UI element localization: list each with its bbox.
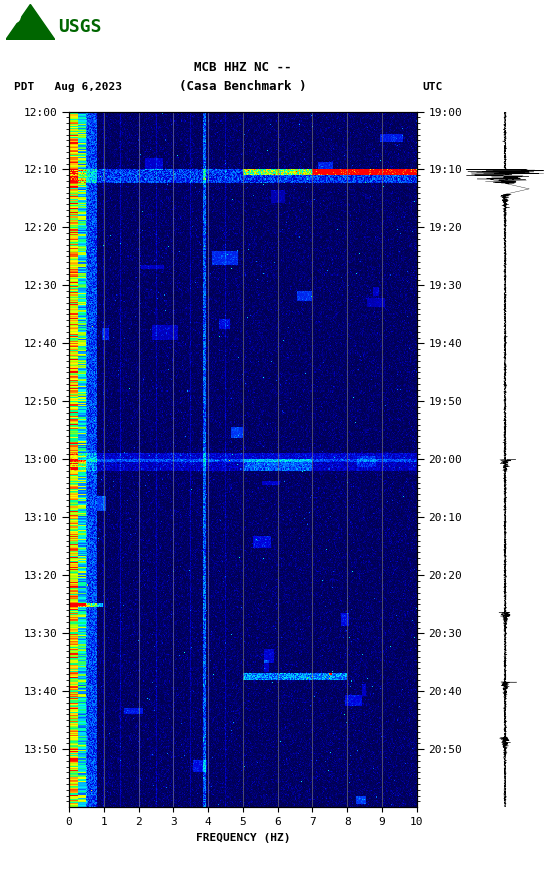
Circle shape xyxy=(10,8,20,22)
Text: PDT   Aug 6,2023: PDT Aug 6,2023 xyxy=(14,81,122,92)
Text: MCB HHZ NC --: MCB HHZ NC -- xyxy=(194,62,291,74)
Text: USGS: USGS xyxy=(58,18,102,36)
Text: UTC: UTC xyxy=(422,81,443,92)
Text: (Casa Benchmark ): (Casa Benchmark ) xyxy=(179,80,306,93)
Polygon shape xyxy=(6,4,55,40)
X-axis label: FREQUENCY (HZ): FREQUENCY (HZ) xyxy=(195,832,290,843)
